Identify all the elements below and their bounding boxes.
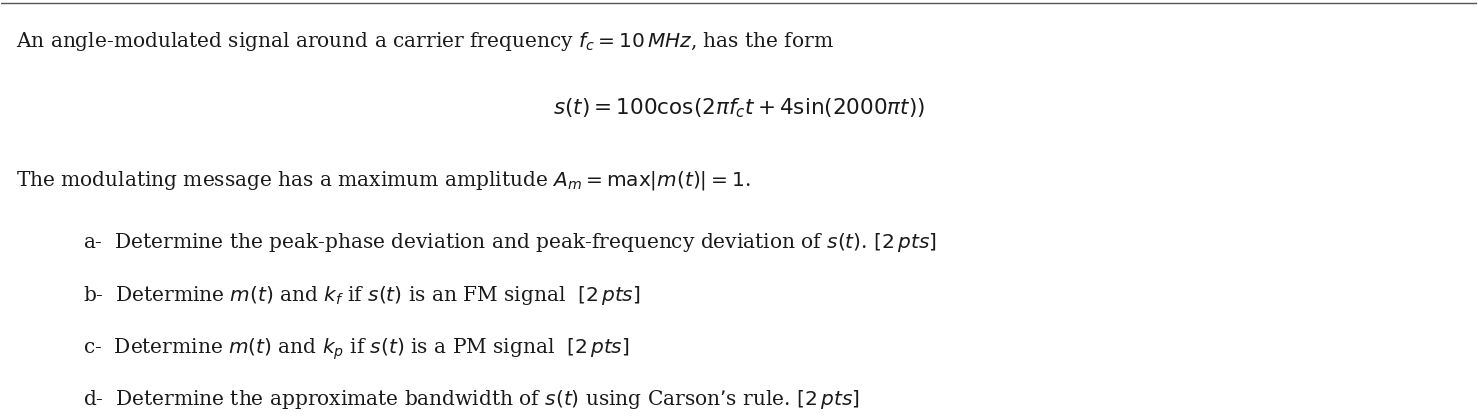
Text: b-  Determine $m(t)$ and $k_f$ if $s(t)$ is an FM signal  $[2\,pts]$: b- Determine $m(t)$ and $k_f$ if $s(t)$ … bbox=[83, 284, 640, 307]
Text: a-  Determine the peak-phase deviation and peak-frequency deviation of $s(t)$. $: a- Determine the peak-phase deviation an… bbox=[83, 231, 936, 254]
Text: The modulating message has a maximum amplitude $A_m = \max|m(t)| = 1$.: The modulating message has a maximum amp… bbox=[16, 169, 751, 192]
Text: $s(t) = 100\cos\!\left(2\pi f_c t + 4\sin(2000\pi t)\right)$: $s(t) = 100\cos\!\left(2\pi f_c t + 4\si… bbox=[553, 97, 925, 120]
Text: c-  Determine $m(t)$ and $k_p$ if $s(t)$ is a PM signal  $[2\,pts]$: c- Determine $m(t)$ and $k_p$ if $s(t)$ … bbox=[83, 336, 630, 362]
Text: An angle-modulated signal around a carrier frequency $f_c = 10\,MHz$, has the fo: An angle-modulated signal around a carri… bbox=[16, 31, 834, 54]
Text: d-  Determine the approximate bandwidth of $s(t)$ using Carson’s rule. $[2\,pts]: d- Determine the approximate bandwidth o… bbox=[83, 387, 859, 410]
